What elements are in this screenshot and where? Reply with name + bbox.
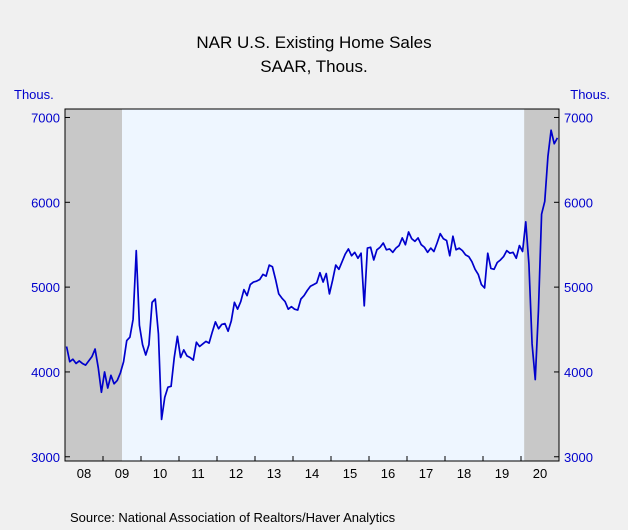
x-tick-label-17: 17 bbox=[419, 466, 433, 481]
y-tick-label-left-4000: 4000 bbox=[31, 365, 60, 380]
chart-title: NAR U.S. Existing Home Sales bbox=[196, 33, 431, 52]
chart-subtitle: SAAR, Thous. bbox=[260, 57, 367, 76]
recession-band-1 bbox=[65, 109, 122, 461]
y-tick-label-left-6000: 6000 bbox=[31, 195, 60, 210]
y-tick-label-right-4000: 4000 bbox=[564, 365, 593, 380]
x-tick-label-14: 14 bbox=[305, 466, 319, 481]
x-tick-label-13: 13 bbox=[267, 466, 281, 481]
x-tick-label-16: 16 bbox=[381, 466, 395, 481]
y-tick-label-left-7000: 7000 bbox=[31, 110, 60, 125]
source-note: Source: National Association of Realtors… bbox=[70, 510, 396, 525]
y-axis-label-right: Thous. bbox=[570, 87, 610, 102]
x-tick-label-20: 20 bbox=[533, 466, 547, 481]
x-tick-label-19: 19 bbox=[495, 466, 509, 481]
axis-ticks bbox=[65, 116, 559, 461]
x-tick-label-11: 11 bbox=[191, 466, 205, 481]
x-tick-label-08: 08 bbox=[77, 466, 91, 481]
recession-shading bbox=[65, 109, 559, 461]
series-line-existing-home-sales bbox=[65, 129, 559, 421]
x-tick-label-09: 09 bbox=[115, 466, 129, 481]
x-tick-label-12: 12 bbox=[229, 466, 243, 481]
y-tick-label-left-5000: 5000 bbox=[31, 280, 60, 295]
y-tick-label-left-3000: 3000 bbox=[31, 450, 60, 465]
y-tick-label-right-6000: 6000 bbox=[564, 195, 593, 210]
axis-tick-labels: 3000 3000 4000 4000 5000 5000 6000 6000 7000 7000… bbox=[31, 110, 593, 481]
y-tick-label-right-5000: 5000 bbox=[564, 280, 593, 295]
x-tick-label-15: 15 bbox=[343, 466, 357, 481]
x-tick-label-10: 10 bbox=[153, 466, 167, 481]
plot-frame bbox=[64, 108, 560, 462]
y-axis-label-left: Thous. bbox=[14, 87, 54, 102]
x-tick-label-18: 18 bbox=[457, 466, 471, 481]
y-tick-label-right-7000: 7000 bbox=[564, 110, 593, 125]
y-tick-label-right-3000: 3000 bbox=[564, 450, 593, 465]
